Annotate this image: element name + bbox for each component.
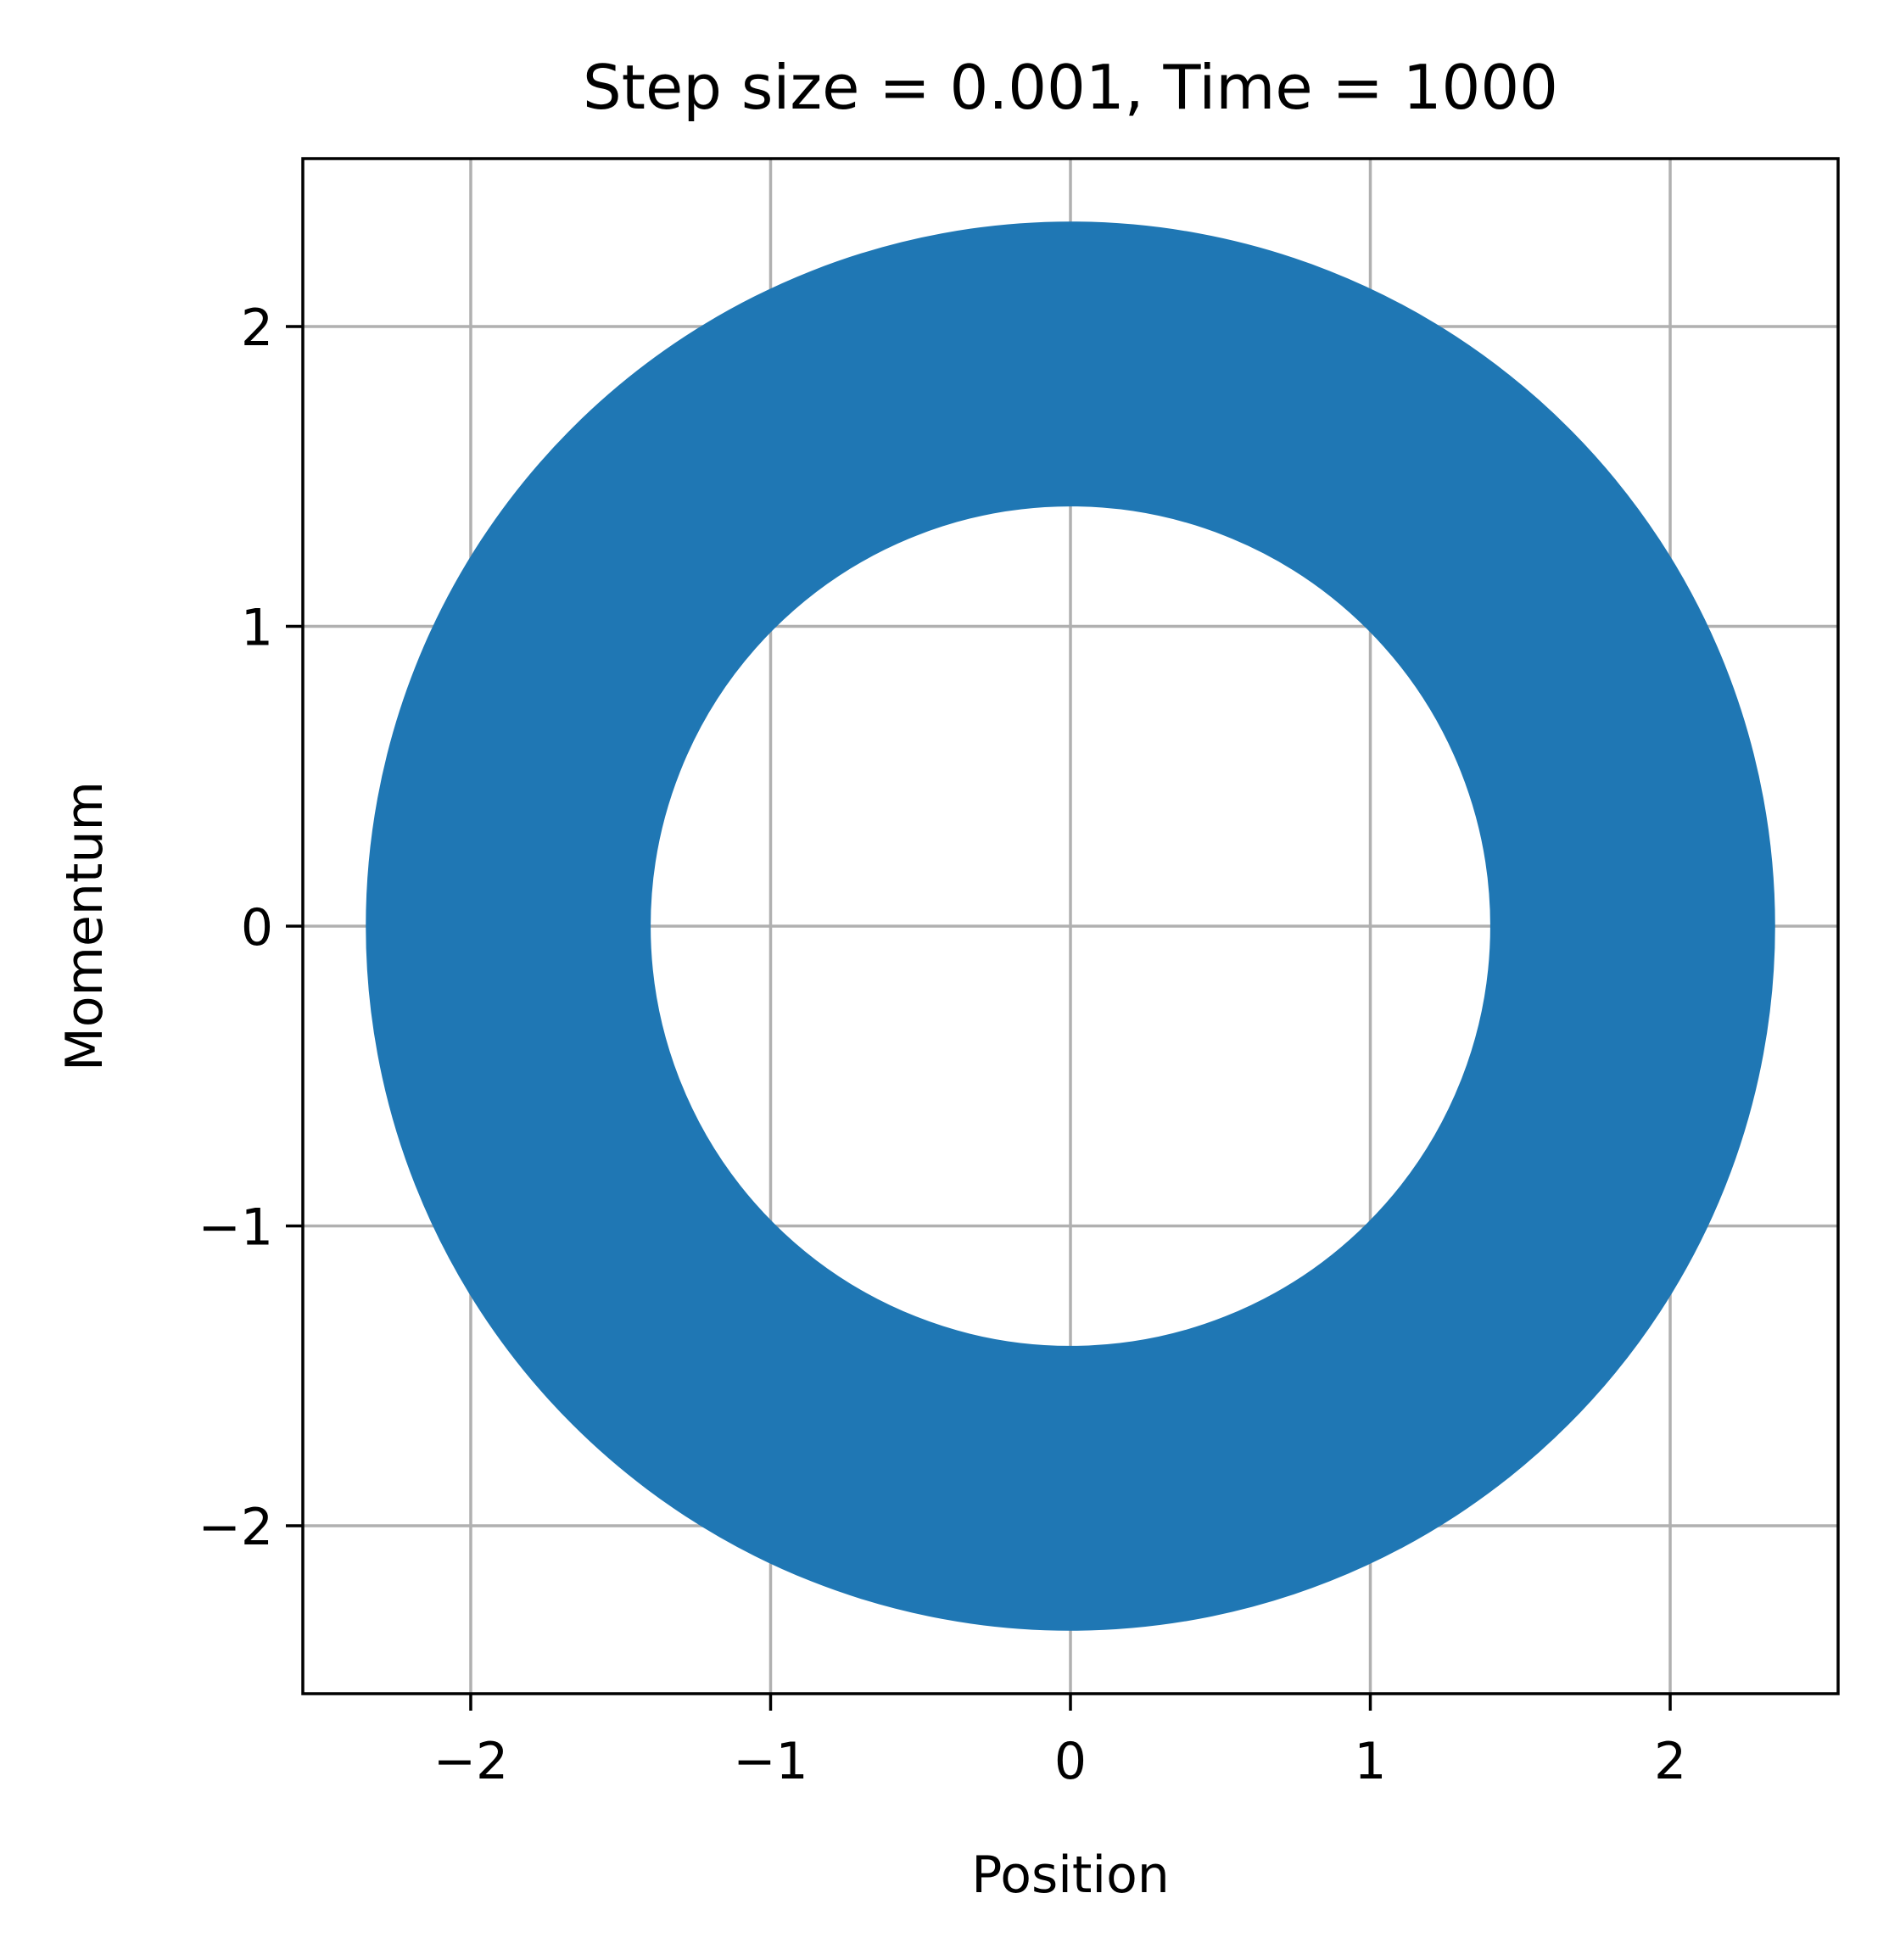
- y-tick-label: −2: [198, 1498, 273, 1557]
- y-axis-label: Momentum: [55, 781, 115, 1071]
- chart-title: Step size = 0.001, Time = 1000: [583, 52, 1558, 123]
- y-tick-label: 1: [241, 598, 273, 657]
- x-tick-label: 2: [1654, 1732, 1686, 1791]
- x-tick-label: −2: [433, 1732, 508, 1791]
- y-tick-label: 0: [241, 898, 273, 958]
- x-tick-label: −1: [733, 1732, 808, 1791]
- axis-ticks: −2 −1 0 1 2 −2 −1 0 1 2: [198, 299, 1687, 1791]
- x-tick-label: 1: [1354, 1732, 1386, 1791]
- trajectory-annulus: [366, 221, 1775, 1631]
- y-tick-label: −1: [198, 1198, 273, 1258]
- x-tick-label: 0: [1054, 1732, 1087, 1791]
- data-series: [366, 221, 1775, 1631]
- y-tick-label: 2: [241, 299, 273, 358]
- x-axis-label: Position: [971, 1846, 1170, 1905]
